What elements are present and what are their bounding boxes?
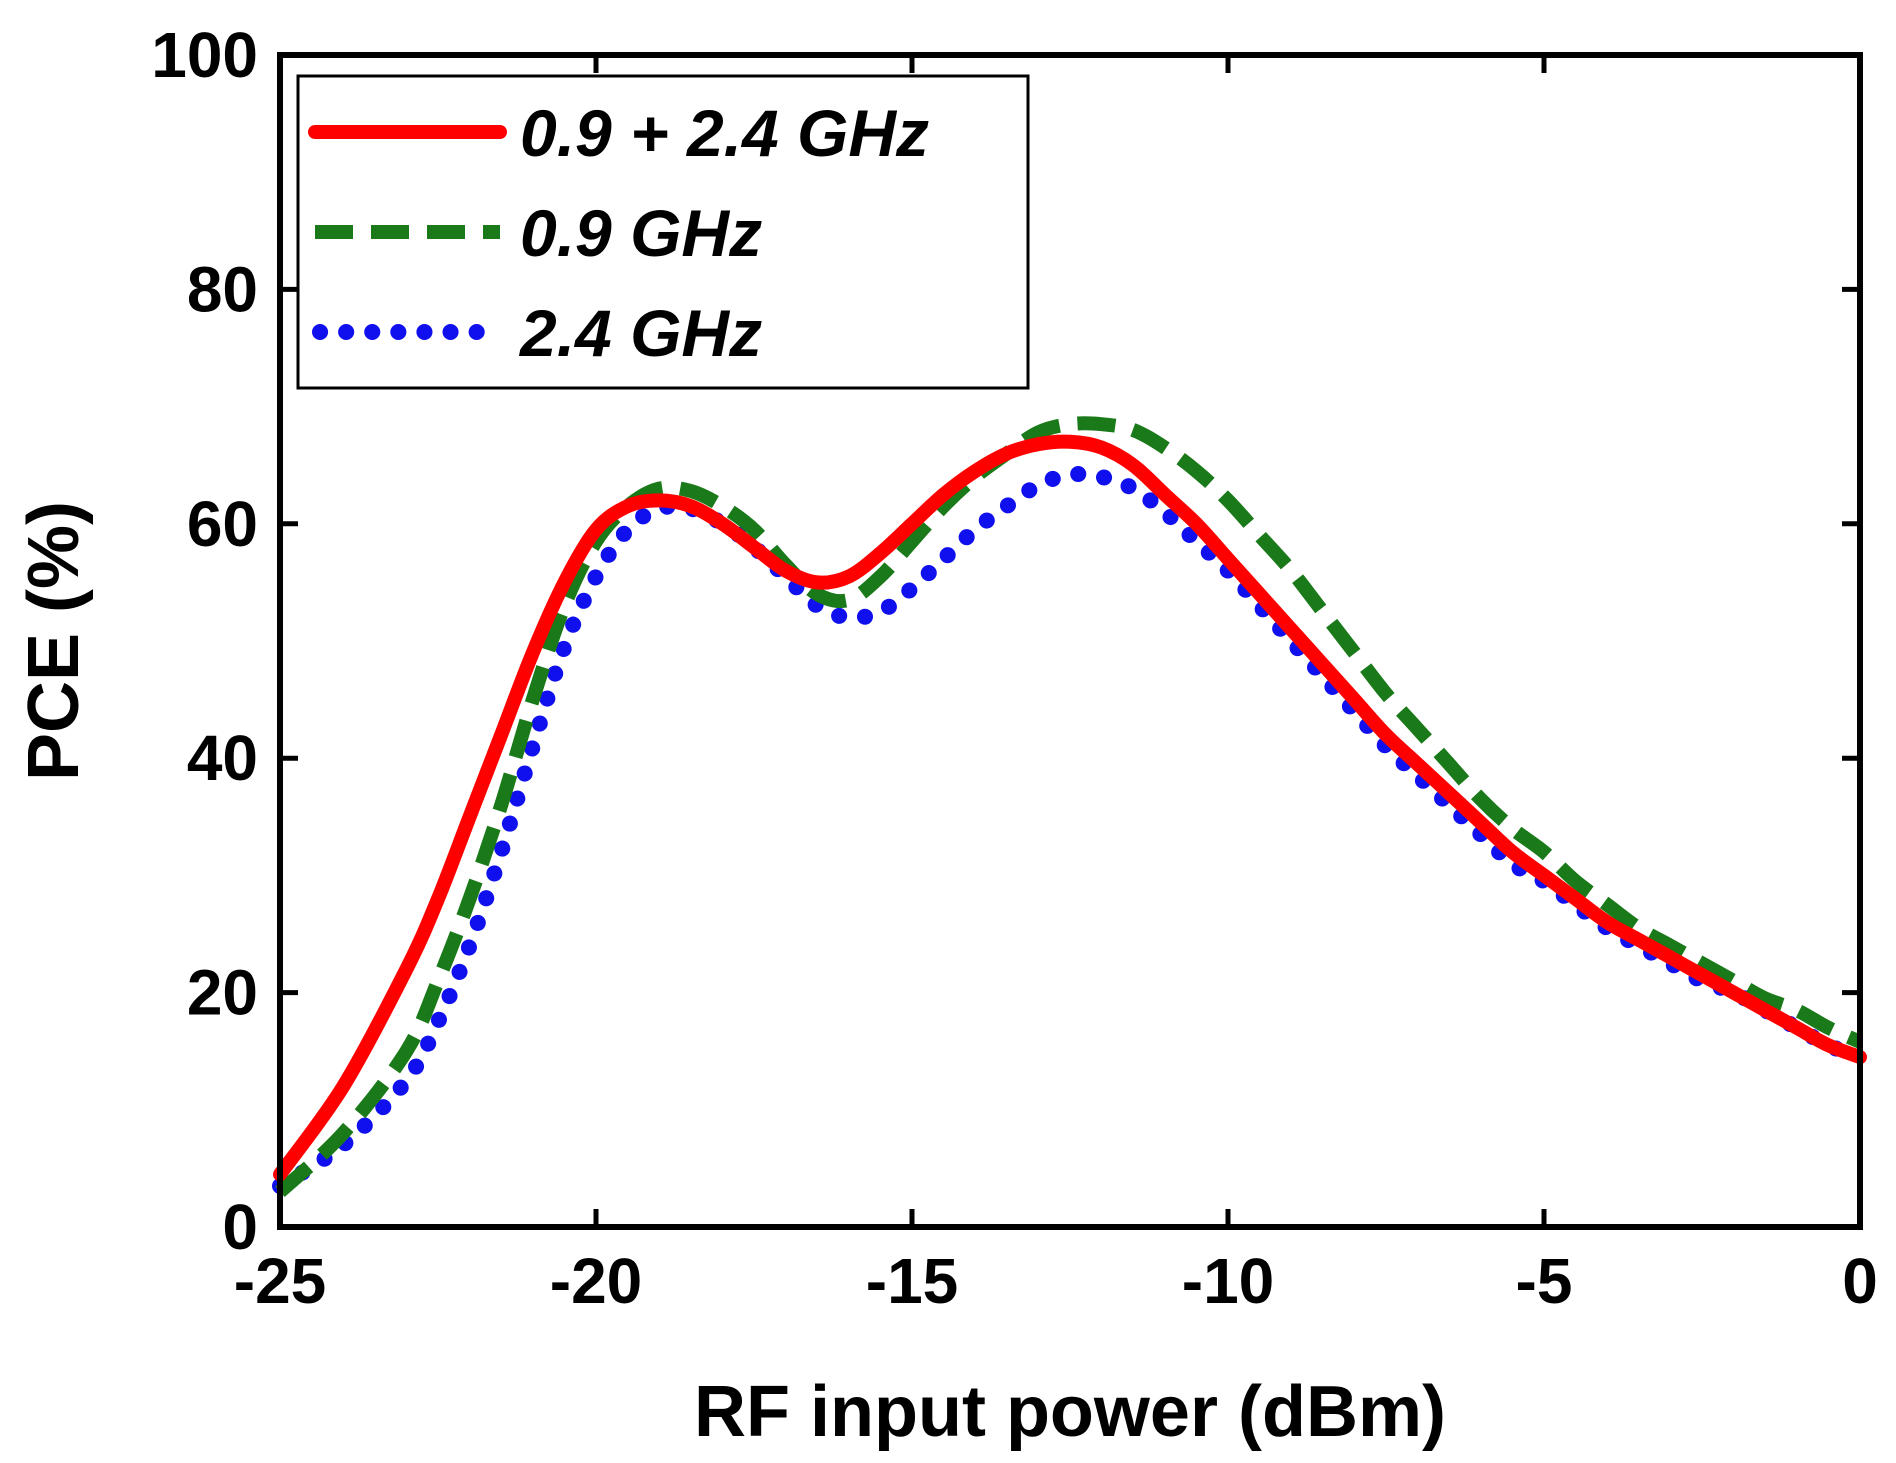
legend: 0.9 + 2.4 GHz 0.9 GHz 2.4 GHz bbox=[296, 74, 1030, 390]
y-tick-label: 40 bbox=[187, 722, 258, 794]
x-axis-title: RF input power (dBm) bbox=[694, 1372, 1446, 1452]
series-layer bbox=[272, 416, 1868, 1197]
tick-layer: -25 -20 -15 -10 -5 0 0 20 40 60 80 100 bbox=[151, 19, 1878, 1317]
plot-frame bbox=[277, 52, 1863, 1230]
series-line-1 bbox=[275, 416, 1863, 1197]
y-axis-title: PCE (%) bbox=[14, 501, 94, 781]
legend-label-2: 2.4 GHz bbox=[518, 296, 762, 370]
y-tick-label: 60 bbox=[187, 488, 258, 560]
series-line-2 bbox=[272, 466, 1868, 1194]
legend-label-0: 0.9 + 2.4 GHz bbox=[520, 96, 929, 170]
y-tick-label: 20 bbox=[187, 957, 258, 1029]
x-tick-label: -5 bbox=[1516, 1245, 1573, 1317]
x-tick-label: -15 bbox=[866, 1245, 959, 1317]
y-tick-label: 80 bbox=[187, 253, 258, 325]
legend-label-1: 0.9 GHz bbox=[520, 196, 762, 270]
x-tick-label: -20 bbox=[550, 1245, 643, 1317]
y-tick-label: 100 bbox=[151, 19, 258, 91]
x-tick-label: -25 bbox=[234, 1245, 327, 1317]
x-tick-label: -10 bbox=[1182, 1245, 1275, 1317]
x-tick-label: 0 bbox=[1842, 1245, 1878, 1317]
y-tick-label: 0 bbox=[222, 1191, 258, 1263]
series-line-0 bbox=[273, 434, 1867, 1182]
